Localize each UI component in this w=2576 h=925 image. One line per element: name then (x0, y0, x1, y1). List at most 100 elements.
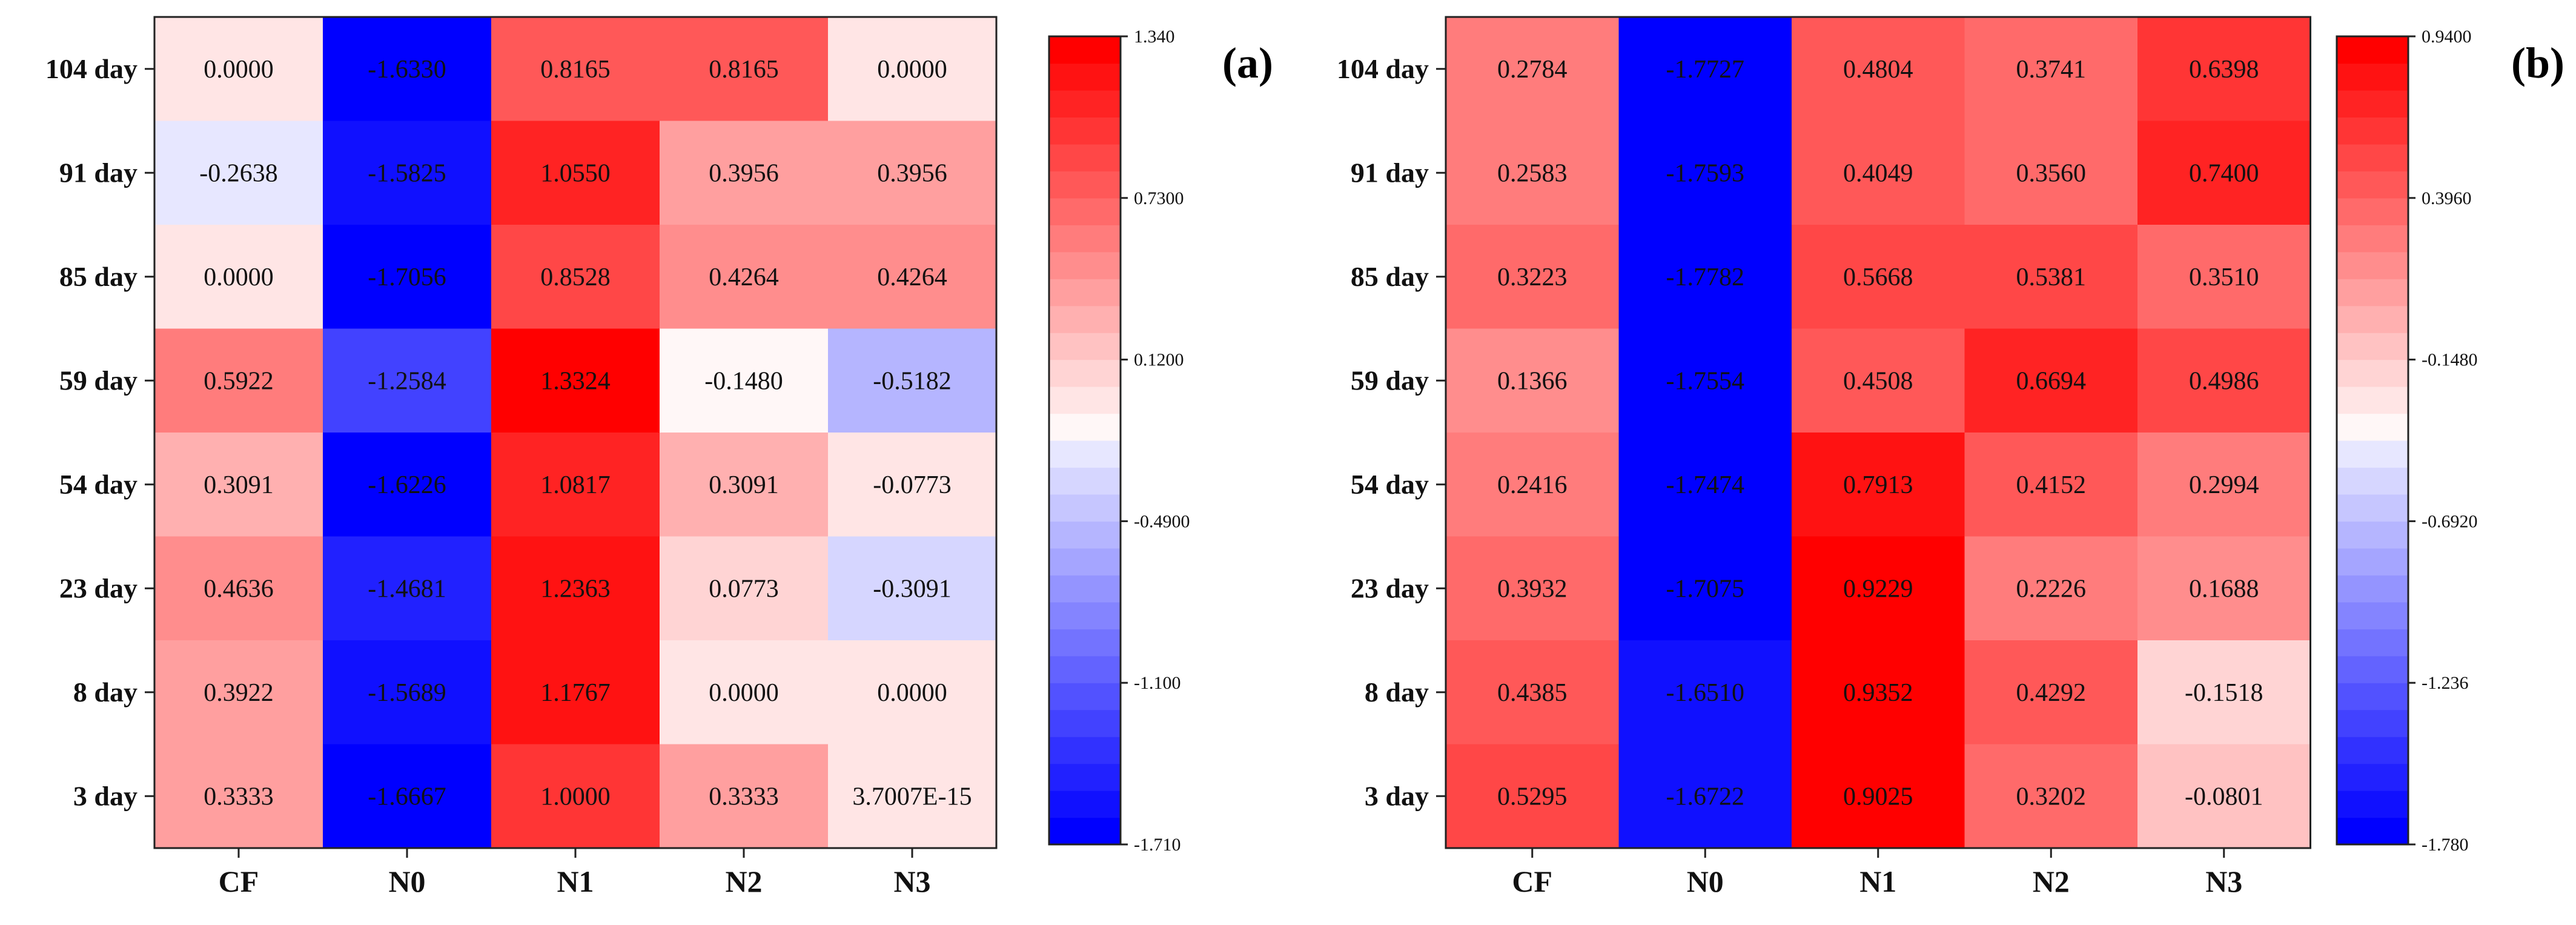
colorbar-step (1049, 683, 1121, 711)
colorbar-step (1049, 63, 1121, 91)
heatmap-cell (660, 744, 829, 849)
colorbar-step (1049, 521, 1121, 549)
heatmap-cell (1792, 536, 1965, 641)
heatmap-cell (323, 744, 492, 849)
heatmap-cell (1792, 640, 1965, 745)
colorbar-step (1049, 333, 1121, 360)
x-tick-label: N0 (1687, 864, 1724, 898)
heatmap-cell (828, 121, 997, 225)
colorbar-step (2337, 737, 2408, 764)
heatmap-cell (1446, 744, 1620, 849)
colorbar-step (1049, 763, 1121, 791)
cell-value-label: 0.5381 (2016, 264, 2087, 291)
cell-value-label: 0.4292 (2016, 679, 2087, 707)
y-tick-label: 8 day (73, 677, 137, 708)
colorbar-step (2337, 117, 2408, 145)
colorbar-step (1049, 117, 1121, 145)
heatmap-cell (323, 121, 492, 225)
cell-value-label: 0.4986 (2189, 367, 2259, 395)
x-tick-label: N2 (725, 864, 762, 898)
heatmap-cell (491, 225, 660, 330)
heatmap-panel-b: 0.2784 -1.7727 0.4804 0.3741 0.6398 0.2583 -1.… (1337, 16, 2564, 898)
cell-value-label: 0.2416 (1497, 471, 1568, 499)
heatmap-cell (660, 225, 829, 330)
cell-value-label: -1.7554 (1666, 367, 1745, 395)
colorbar-step (2337, 548, 2408, 575)
y-tick-label: 91 day (1351, 157, 1429, 188)
colorbar-step (2337, 225, 2408, 253)
cell-value-label: 0.0000 (709, 679, 779, 707)
cell-value-label: -0.2638 (199, 159, 278, 187)
cell-value-label: 3.7007E-15 (852, 783, 972, 811)
y-tick-label: 59 day (1351, 365, 1429, 396)
heatmap-cell (1618, 328, 1792, 433)
heatmap-cell (1792, 433, 1965, 537)
cell-value-label: 0.0000 (877, 679, 947, 707)
colorbar-frame (1048, 35, 1122, 846)
cell-value-label: 1.0000 (540, 783, 611, 811)
colorbar-step (1049, 817, 1121, 845)
heatmap-cell (154, 328, 323, 433)
cell-value-label: 0.3932 (1497, 575, 1568, 603)
cell-value-label: -1.7782 (1666, 264, 1745, 291)
cell-value-label: 0.3956 (877, 159, 947, 187)
heatmap-cell (2137, 328, 2311, 433)
cell-value-label: 1.3324 (540, 367, 611, 395)
cell-value-label: 0.4804 (1843, 56, 1913, 84)
y-tick-label: 8 day (1365, 677, 1429, 708)
heatmap-cell (1964, 536, 2138, 641)
colorbar-step (2337, 251, 2408, 279)
panel-label: (a) (1222, 39, 1273, 87)
colorbar-step (2337, 171, 2408, 199)
cell-value-label: 0.3741 (2016, 56, 2087, 84)
colorbar-tick-label: -0.1480 (2422, 350, 2478, 370)
colorbar-step (1049, 90, 1121, 118)
heatmap-cell (660, 433, 829, 537)
colorbar-tick-label: 0.9400 (2422, 27, 2472, 47)
cell-value-label: 0.4049 (1843, 159, 1913, 187)
heatmap-cell (1792, 328, 1965, 433)
cell-value-label: 0.5922 (204, 367, 274, 395)
colorbar-step (2337, 709, 2408, 737)
cell-value-label: 1.0817 (540, 471, 611, 499)
colorbar-step (2337, 655, 2408, 683)
cell-value-label: 0.6398 (2189, 56, 2259, 84)
cell-value-label: 0.3333 (709, 783, 779, 811)
cell-value-label: -1.5825 (368, 159, 446, 187)
heatmap-cell (1618, 225, 1792, 330)
cell-value-label: 0.3202 (2016, 783, 2087, 811)
heatmap-cell (660, 328, 829, 433)
cell-value-label: 0.7913 (1843, 471, 1913, 499)
colorbar-step (2337, 63, 2408, 91)
colorbar-step (1049, 602, 1121, 629)
heatmap-cell (154, 536, 323, 641)
x-tick-label: N3 (2205, 864, 2242, 898)
heatmap-cell (828, 225, 997, 330)
cell-value-label: 0.2784 (1497, 56, 1568, 84)
colorbar-step (1049, 359, 1121, 387)
y-tick-label: 85 day (59, 261, 137, 292)
heatmap-cell (1618, 536, 1792, 641)
heatmap-cell (1964, 121, 2138, 225)
cell-value-label: -1.6667 (368, 783, 446, 811)
heatmap-cell (1792, 17, 1965, 122)
cell-value-label: 0.4264 (709, 264, 779, 291)
colorbar-step (1049, 737, 1121, 764)
heatmap-cell (2137, 433, 2311, 537)
cell-value-label: -0.0801 (2185, 783, 2263, 811)
y-tick-label: 104 day (45, 53, 137, 84)
colorbar-step (2337, 197, 2408, 225)
colorbar-tick-label: -1.780 (2422, 835, 2469, 855)
colorbar-step (2337, 305, 2408, 333)
heatmap-cell (660, 536, 829, 641)
heatmap-cell (491, 744, 660, 849)
heatmap-cell (323, 640, 492, 745)
cell-value-label: 0.7400 (2189, 159, 2259, 187)
heatmap-cell (660, 121, 829, 225)
colorbar-step (2337, 440, 2408, 468)
cell-value-label: 0.5295 (1497, 783, 1568, 811)
colorbar-step (2337, 629, 2408, 657)
cell-value-label: 0.3333 (204, 783, 274, 811)
colorbar-tick-label: -0.4900 (1134, 511, 1190, 531)
